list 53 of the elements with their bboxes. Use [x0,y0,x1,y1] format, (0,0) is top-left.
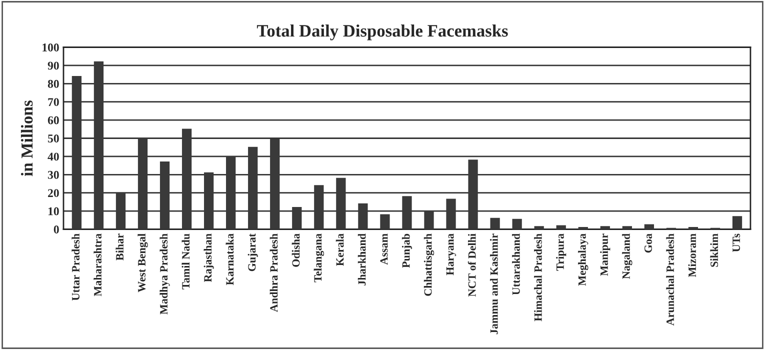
bar [534,226,544,230]
y-tick-label: 100 [42,43,59,52]
y-tick-label: 20 [48,189,59,198]
y-tick-label: 10 [48,207,59,216]
x-tick-label: Kerala [336,234,344,266]
x-tick-label: Bihar [116,234,124,260]
x-tick-label: Arunachal Pradesh [666,234,674,326]
bar [380,214,390,230]
y-tick-label: 80 [48,80,59,88]
x-tick-label: Haryana [446,234,456,276]
x-tick-label: Tamil Nadu [182,234,190,290]
x-tick-label: Telangana [314,234,324,282]
y-tick-label: 40 [48,152,59,161]
x-tick-label: Uttarakhand [512,234,520,295]
x-tick-label: Madhya Pradesh [160,234,170,314]
x-tick-label: Goa [644,234,652,253]
x-tick-label: Assam [380,234,388,265]
x-tick-label: Jammu and Kashmir [490,234,498,334]
y-tick-label: 50 [48,134,59,142]
x-tick-label: Gujarat [248,233,258,272]
x-tick-label: Andhra Pradesh [270,234,278,312]
x-tick-label: Maharashtra [94,234,102,296]
x-tick-label: Karnataka [226,234,234,286]
x-tick-label: Nagaland [622,234,632,279]
x-tick-label: Odisha [292,234,300,267]
y-axis-title: in Millions [20,100,33,176]
x-tick-label: Himachal Pradesh [534,234,542,322]
x-tick-label: Tripura [556,234,566,271]
x-tick-label: UTs [732,234,740,252]
chart-title: Total Daily Disposable Facemasks [256,24,508,40]
bar [490,218,500,230]
x-tick-label: Meghalaya [578,234,588,286]
x-tick-label: Jharkhand [358,234,366,286]
bar [512,218,522,230]
x-tick-label: Chhattisgarh [424,234,434,296]
y-tick-label: 70 [48,98,59,106]
x-tick-label: West Bengal [138,234,148,292]
y-tick-label: 60 [48,116,59,124]
x-tick-label: Rajasthan [204,234,214,282]
y-tick-label: 30 [48,170,59,179]
x-tick-label: Mizoram [688,234,696,278]
x-tick-label: NCT of Delhi [468,234,476,297]
bar [622,226,632,230]
bar [556,225,566,230]
x-tick-label: Uttar Pradesh [72,234,80,301]
bar [644,224,654,230]
x-tick-label: Sikkim [710,234,718,267]
x-tick-label: Punjab [402,234,412,268]
bar [600,226,610,230]
y-tick-label: 0 [54,225,59,234]
y-tick-label: 90 [48,62,59,70]
bar [732,216,742,230]
x-tick-label: Manipur [600,234,610,276]
